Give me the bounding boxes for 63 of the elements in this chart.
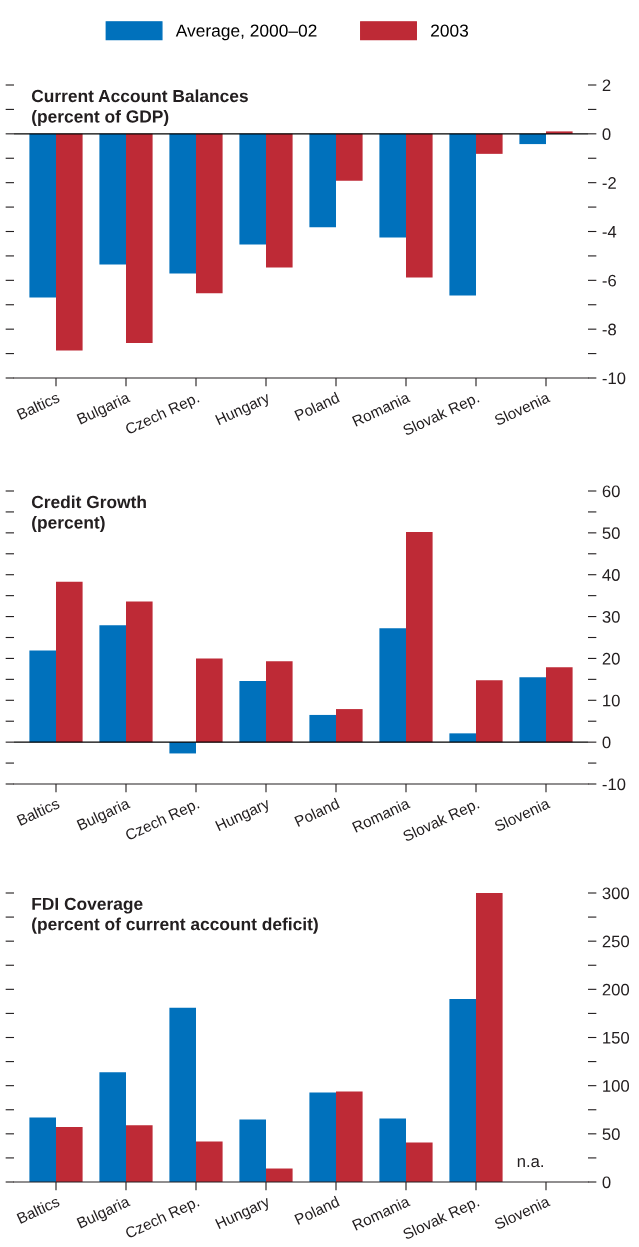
text: (percent of current account deficit): [32, 917, 318, 934]
y-tick-label: -6: [602, 274, 616, 287]
bar: [546, 667, 573, 743]
y-tick-label: -2: [602, 177, 616, 189]
y-tick-label: -8: [602, 323, 616, 336]
y-tick-label: 300: [602, 887, 630, 900]
bar: [126, 601, 153, 743]
y-tick-label: 0: [602, 736, 611, 749]
bar: [56, 581, 83, 743]
x-tick-label: Baltics: [16, 1195, 61, 1224]
x-tick-label: Baltics: [16, 391, 61, 420]
bar: [29, 1117, 56, 1182]
y-tick-label: 0: [602, 1176, 611, 1189]
y-tick-label: -4: [602, 226, 617, 238]
y-tick-label: 150: [603, 1031, 630, 1044]
bar: [336, 1091, 363, 1182]
y-tick-label: 20: [602, 652, 620, 665]
y-tick-label: 40: [602, 569, 620, 581]
bar: [266, 661, 293, 743]
text: (percent): [32, 515, 105, 533]
y-tick-label: 10: [603, 694, 620, 707]
y-tick-label: 50: [602, 527, 620, 540]
bar: [476, 893, 503, 1182]
bar: [309, 714, 336, 743]
annotation: n.a.: [517, 1158, 543, 1168]
legend-label: Average, 2000–02: [175, 24, 317, 41]
chart-title: Current Account Balances: [31, 89, 248, 103]
bar: [406, 532, 433, 743]
bar: [126, 1125, 153, 1182]
y-tick-label: 2: [602, 79, 611, 92]
bar: [196, 1141, 223, 1182]
bar: [29, 650, 56, 743]
chart-title: FDI Coverage: [32, 897, 143, 914]
bar: [519, 677, 546, 743]
y-tick-label: -10: [602, 372, 626, 385]
text: (percent of GDP): [32, 109, 169, 127]
bar: [239, 1119, 266, 1182]
bar: [169, 742, 196, 754]
bar: [379, 628, 406, 743]
y-tick-label: 30: [602, 610, 620, 623]
x-tick-label: Baltics: [16, 797, 61, 826]
bar: [196, 658, 223, 743]
bar: [266, 1168, 293, 1182]
bar: [169, 1007, 196, 1182]
y-tick-label: 50: [602, 1128, 620, 1141]
bar: [406, 1142, 433, 1182]
y-tick-label: 60: [602, 485, 620, 498]
y-tick-label: 200: [602, 983, 630, 996]
bar: [309, 1092, 336, 1182]
chart-title: Credit Growth: [31, 495, 146, 509]
y-tick-label: 100: [603, 1080, 630, 1092]
bar: [449, 998, 476, 1182]
bar: [336, 709, 363, 743]
y-tick-label: -10: [602, 778, 626, 791]
bar: [239, 681, 266, 743]
legend-label: 2003: [431, 24, 469, 37]
y-tick-label: 250: [602, 935, 630, 948]
bar: [99, 625, 126, 743]
bar: [476, 680, 503, 743]
bar: [56, 1127, 83, 1182]
bar: [379, 1118, 406, 1182]
bar: [99, 1072, 126, 1182]
y-tick-label: 0: [602, 128, 611, 141]
